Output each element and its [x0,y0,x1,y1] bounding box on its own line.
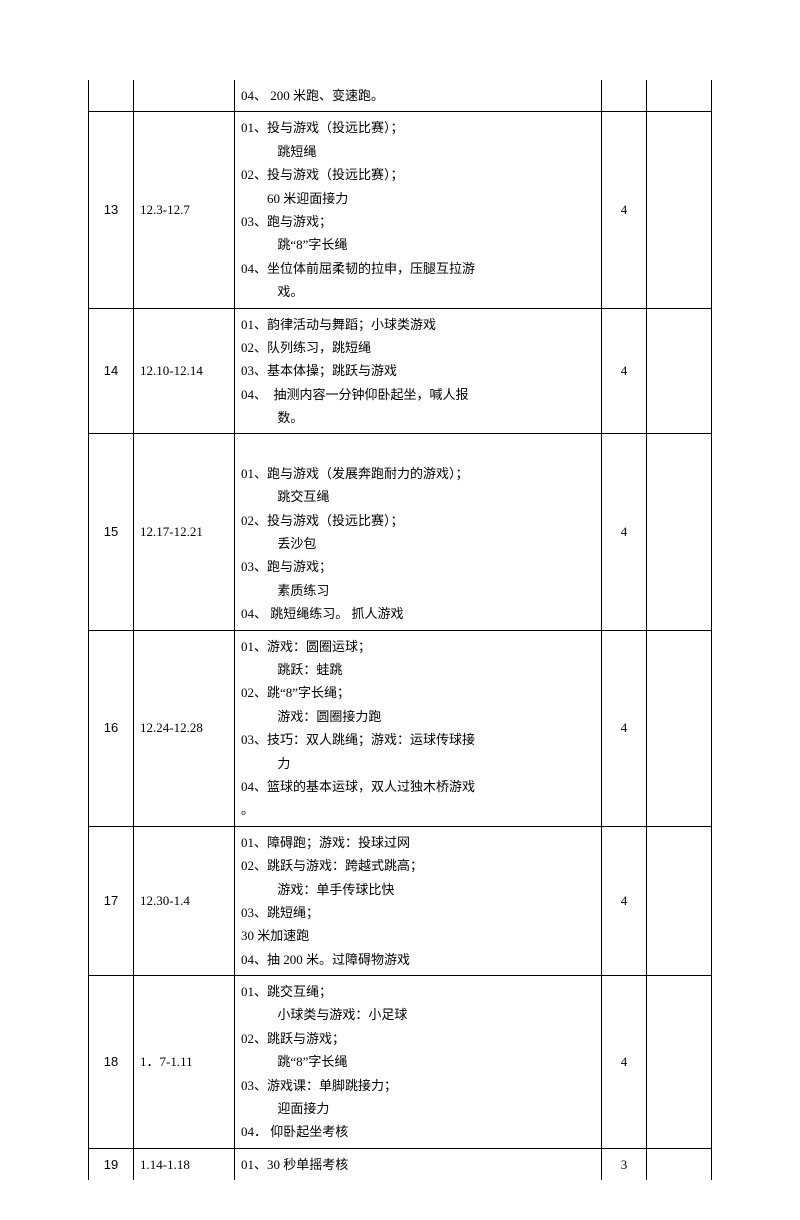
content-line: 04． 仰卧起坐考核 [241,1120,595,1143]
content-line: 01、跳交互绳； [241,980,595,1003]
content-line: 02、投与游戏（投远比赛）； [241,509,595,532]
week-number: 17 [89,826,134,975]
content-line: 跳“8”字长绳 [241,1050,595,1073]
content-line: 跳短绳 [241,140,595,163]
content-line: 01、游戏：圆圈运球； [241,635,595,658]
content-line: 03、跑与游戏； [241,555,595,578]
table-row: 1612.24-12.2801、游戏：圆圈运球；跳跃：蛙跳02、跳“8”字长绳；… [89,630,712,826]
content-cell: 01、30 秒单摇考核 [235,1148,602,1180]
extra-cell [647,826,712,975]
table-row: 191.14-1.18 01、30 秒单摇考核 3 [89,1148,712,1180]
hours: 4 [602,826,647,975]
table-row: 1312.3-12.701、投与游戏（投远比赛）；跳短绳02、投与游戏（投远比赛… [89,112,712,308]
schedule-table: 04、 200 米跑、变速跑。1312.3-12.701、投与游戏（投远比赛）；… [88,80,712,1180]
content-line: 03、技巧：双人跳绳；游戏：运球传球接 [241,728,595,751]
hours: 4 [602,630,647,826]
content-cell: 01、跳交互绳；小球类与游戏：小足球02、跳跃与游戏；跳“8”字长绳03、游戏课… [235,976,602,1149]
week-number: 19 [89,1148,134,1180]
content-line: 02、投与游戏（投远比赛）； [241,163,595,186]
content-line: 戏。 [241,280,595,303]
content-line: 。 [241,798,595,821]
week-number: 13 [89,112,134,308]
extra-cell [647,112,712,308]
content-line: 跳“8”字长绳 [241,233,595,256]
table-row: 1712.30-1.401、障碍跑；游戏：投球过网02、跳跃与游戏：跨越式跳高；… [89,826,712,975]
content-line: 01、韵律活动与舞蹈；小球类游戏 [241,313,595,336]
content-line: 01、30 秒单摇考核 [241,1153,595,1176]
content-line: 02、跳跃与游戏：跨越式跳高； [241,854,595,877]
date-range: 12.24-12.28 [134,630,235,826]
table-body: 04、 200 米跑、变速跑。1312.3-12.701、投与游戏（投远比赛）；… [89,80,712,1180]
content-line: 04、 跳短绳练习。 抓人游戏 [241,602,595,625]
hours: 4 [602,434,647,630]
hours: 4 [602,976,647,1149]
extra-cell [647,308,712,434]
extra-cell [647,630,712,826]
date-range: 12.3-12.7 [134,112,235,308]
week-number: 18 [89,976,134,1149]
content-line: 02、跳“8”字长绳； [241,681,595,704]
table-row: 1412.10-12.1401、韵律活动与舞蹈；小球类游戏02、队列练习，跳短绳… [89,308,712,434]
date-range: 12.17-12.21 [134,434,235,630]
content-line: 跳交互绳 [241,485,595,508]
content-line: 小球类与游戏：小足球 [241,1003,595,1026]
hours [602,80,647,112]
content-line: 游戏：单手传球比快 [241,878,595,901]
table-row: 181．7-1.1101、跳交互绳；小球类与游戏：小足球02、跳跃与游戏；跳“8… [89,976,712,1149]
content-cell: 01、跑与游戏（发展奔跑耐力的游戏）；跳交互绳02、投与游戏（投远比赛）；丢沙包… [235,434,602,630]
extra-cell [647,80,712,112]
content-line: 04、 200 米跑、变速跑。 [241,84,595,107]
date-range: 12.10-12.14 [134,308,235,434]
content-line: 04、篮球的基本运球，双人过独木桥游戏 [241,775,595,798]
content-line: 丢沙包 [241,532,595,555]
content-line: 04、抽 200 米。过障碍物游戏 [241,948,595,971]
content-line: 03、跳短绳； [241,901,595,924]
extra-cell [647,976,712,1149]
week-number: 16 [89,630,134,826]
content-line [241,438,595,461]
content-line: 04、 抽测内容一分钟仰卧起坐，喊人报 [241,383,595,406]
content-line: 力 [241,752,595,775]
content-line: 01、投与游戏（投远比赛）； [241,116,595,139]
content-cell: 01、投与游戏（投远比赛）；跳短绳02、投与游戏（投远比赛）；60 米迎面接力0… [235,112,602,308]
content-line: 03、跑与游戏； [241,210,595,233]
content-cell: 01、韵律活动与舞蹈；小球类游戏02、队列练习，跳短绳03、基本体操；跳跃与游戏… [235,308,602,434]
week-number: 14 [89,308,134,434]
content-line: 游戏：圆圈接力跑 [241,705,595,728]
content-cell: 01、障碍跑；游戏：投球过网02、跳跃与游戏：跨越式跳高；游戏：单手传球比快03… [235,826,602,975]
table-row: 04、 200 米跑、变速跑。 [89,80,712,112]
date-range [134,80,235,112]
hours: 4 [602,112,647,308]
content-line: 03、基本体操；跳跃与游戏 [241,359,595,382]
week-number: 15 [89,434,134,630]
content-line: 60 米迎面接力 [241,187,595,210]
content-line: 迎面接力 [241,1097,595,1120]
content-line: 02、跳跃与游戏； [241,1027,595,1050]
content-line: 03、游戏课：单脚跳接力； [241,1074,595,1097]
content-line: 01、障碍跑；游戏：投球过网 [241,831,595,854]
extra-cell [647,434,712,630]
content-cell: 01、游戏：圆圈运球；跳跃：蛙跳02、跳“8”字长绳；游戏：圆圈接力跑03、技巧… [235,630,602,826]
content-line: 跳跃：蛙跳 [241,658,595,681]
content-line: 素质练习 [241,579,595,602]
table-row: 1512.17-12.21 01、跑与游戏（发展奔跑耐力的游戏）；跳交互绳02、… [89,434,712,630]
date-range: 1．7-1.11 [134,976,235,1149]
date-range: 1.14-1.18 [134,1148,235,1180]
content-line: 04、坐位体前屈柔韧的拉申，压腿互拉游 [241,257,595,280]
hours: 4 [602,308,647,434]
content-line: 数。 [241,406,595,429]
date-range: 12.30-1.4 [134,826,235,975]
week-number [89,80,134,112]
hours: 3 [602,1148,647,1180]
content-line: 01、跑与游戏（发展奔跑耐力的游戏）； [241,462,595,485]
content-line: 02、队列练习，跳短绳 [241,336,595,359]
extra-cell [647,1148,712,1180]
content-line: 30 米加速跑 [241,924,595,947]
content-cell: 04、 200 米跑、变速跑。 [235,80,602,112]
